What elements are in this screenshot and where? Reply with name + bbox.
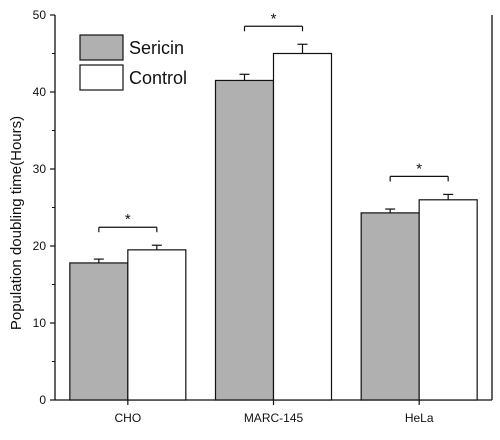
y-axis: 0 10 20 30 40 50 [33,8,493,407]
significance-group: * * * [98,10,449,233]
legend: Sericin Control [79,34,187,91]
y-tick-label: 50 [33,8,47,22]
bar-sericin [69,262,129,401]
bar-control [127,249,187,401]
y-tick-label: 20 [33,239,47,253]
legend-swatch-control [79,64,124,91]
significance-star: * [271,10,277,27]
significance-star: * [416,160,422,177]
legend-label-sericin: Sericin [129,38,184,58]
x-tick-label: MARC-145 [244,411,304,425]
bar-control [272,52,333,401]
x-axis: CHO MARC-145 HeLa [55,399,492,425]
y-tick-label: 40 [33,85,47,99]
bar-sericin [360,212,420,401]
bar-control [418,199,478,401]
y-tick-label: 10 [33,316,47,330]
y-tick-label: 0 [39,393,46,407]
significance-star: * [125,211,131,228]
x-tick-label: HeLa [405,411,434,425]
bar-sericin [214,79,275,401]
legend-swatch-sericin [79,34,124,61]
legend-label-control: Control [129,68,187,88]
y-axis-label: Population doubling time(Hours) [8,116,25,330]
y-tick-label: 30 [33,162,47,176]
x-tick-label: CHO [114,411,141,425]
bars-group [69,43,478,401]
